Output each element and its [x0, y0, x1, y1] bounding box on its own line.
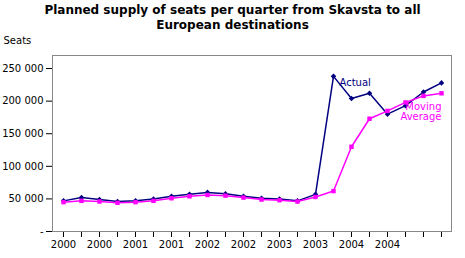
svg-text:150 000: 150 000 [2, 128, 43, 139]
svg-text:2001: 2001 [159, 239, 184, 250]
svg-text:Actual: Actual [340, 77, 371, 88]
svg-text:200 000: 200 000 [2, 95, 43, 106]
svg-text:50 000: 50 000 [9, 193, 44, 204]
svg-text:MovingAverage: MovingAverage [400, 101, 441, 122]
svg-text:2001: 2001 [123, 239, 148, 250]
svg-text:2004: 2004 [339, 239, 364, 250]
svg-text:100 000: 100 000 [2, 161, 43, 172]
svg-text:2004: 2004 [375, 239, 400, 250]
svg-text:2002: 2002 [231, 239, 256, 250]
svg-text:2003: 2003 [303, 239, 328, 250]
svg-text:2000: 2000 [51, 239, 76, 250]
svg-text:250 000: 250 000 [2, 63, 43, 74]
svg-text:2003: 2003 [267, 239, 292, 250]
svg-text:2000: 2000 [87, 239, 112, 250]
svg-text:2002: 2002 [195, 239, 220, 250]
svg-text:-: - [40, 226, 44, 237]
svg-text:Seats: Seats [4, 35, 32, 46]
html-text:Planned supply of seats per qu: Planned supply of seats per quarter from… [44, 3, 421, 32]
